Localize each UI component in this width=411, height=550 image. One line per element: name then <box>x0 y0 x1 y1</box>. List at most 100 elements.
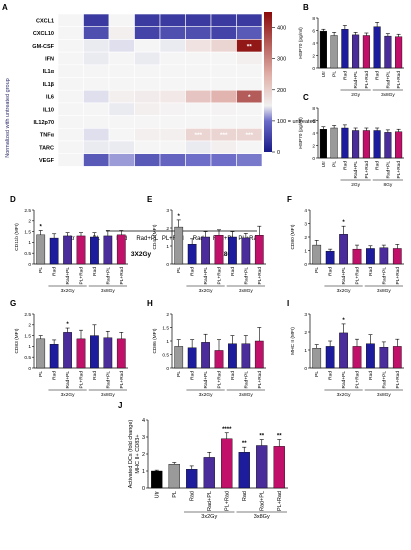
bar-panel-b: 0 2 4 6 8 HSP70 (pg/ml) Utr PL Rad Rad+PL PL+Rad Ra… <box>298 16 404 98</box>
x-tick-label: Rad <box>375 161 381 170</box>
heatmap-cell <box>210 13 237 27</box>
bar <box>379 347 389 369</box>
bar <box>384 132 392 159</box>
heatmap-row-label: TARC <box>39 145 54 151</box>
heatmap-cell <box>83 115 110 129</box>
x-tick-label: PL+Rad <box>396 161 402 179</box>
group-label: 3x2Gy <box>61 392 75 398</box>
y-axis-label: Activated DCs (fold change) <box>128 420 134 489</box>
y-tick-label: 0 <box>304 366 307 372</box>
heatmap-cell <box>83 64 110 78</box>
heatmap-cell <box>236 153 263 167</box>
y-tick-label: 1 <box>28 344 31 350</box>
x-tick-label: Rad <box>342 71 348 80</box>
heatmap-x-label: Rad+PL <box>213 236 236 242</box>
y-axis-label: CD83 (MFI) <box>14 328 20 353</box>
bar <box>241 237 251 265</box>
bar <box>256 445 268 489</box>
significance-star: * <box>342 318 345 324</box>
x-tick-label: PL <box>38 371 44 377</box>
heatmap-cell <box>159 115 186 129</box>
bar <box>392 248 402 265</box>
x-tick-label: PL+Rad <box>119 267 125 285</box>
x-tick-label: PL <box>332 161 338 167</box>
y-tick-label: 1 <box>28 240 31 246</box>
bar-panel-e: 0 1 2 3 CD40 (MFI) PL Rad Rad+PL PL+Rad Rad Rad+PL… <box>152 208 266 294</box>
x-tick-label: Rad+PL <box>259 491 265 511</box>
bar <box>373 130 381 159</box>
x-tick-label: Rad <box>242 491 248 501</box>
bar <box>238 452 250 489</box>
heatmap-cell <box>83 102 110 116</box>
heatmap-cell <box>134 102 161 116</box>
bar-panel-j: 0 1 2 3 4 Activated DCs (fold change) MHC II+ … <box>128 418 288 520</box>
x-tick-label: PL <box>332 71 338 77</box>
heatmap-row-label: IL12p70 <box>34 120 54 126</box>
group-label: 3x8Gy <box>377 392 391 398</box>
panel-letter-i: I <box>287 299 289 308</box>
group-label: 3x2Gy <box>61 288 75 294</box>
heatmap-cell <box>134 64 161 78</box>
panel-letter-f: F <box>287 195 292 204</box>
bar <box>203 457 215 489</box>
panel-letter-a: A <box>2 3 8 12</box>
heatmap-cell <box>83 77 110 91</box>
y-tick-label: 1 <box>166 244 169 250</box>
y-axis-label: CD40 (MFI) <box>152 224 158 249</box>
y-tick-label: 0.5 <box>162 352 169 358</box>
bar <box>187 347 197 369</box>
panel-letter-b: B <box>303 3 309 12</box>
heatmap-x-label: Rad+PL <box>136 236 159 242</box>
heatmap-row-label: CXCL10 <box>33 31 54 37</box>
heatmap-cell <box>159 77 186 91</box>
y-axis-label: CD80 (MFI) <box>290 224 296 249</box>
heatmap-cell <box>236 115 263 129</box>
x-tick-label: Rad+PL <box>105 267 111 285</box>
x-tick-label: Utr <box>321 161 327 168</box>
group-label: 3x2Gy <box>337 288 351 294</box>
heatmap-cell <box>159 128 186 142</box>
bar <box>103 235 113 265</box>
bar <box>201 342 210 369</box>
y-axis-label: HSP70 (pg/ml) <box>298 27 304 59</box>
heatmap-cell <box>210 153 237 167</box>
bar <box>366 248 375 265</box>
x-tick-label: Rad <box>52 371 58 380</box>
colorbar-ticks: 400 300 200 100 = untreated 0 <box>272 26 316 156</box>
heatmap-cell <box>57 89 84 104</box>
x-tick-label: PL+Rad <box>217 267 223 285</box>
heatmap-cell <box>185 153 212 167</box>
heatmap-cell <box>185 26 212 40</box>
x-tick-label: Rad+PL <box>203 267 209 285</box>
bar <box>76 338 86 369</box>
x-tick-label: PL <box>172 491 178 498</box>
heatmap-cell <box>159 51 186 66</box>
heatmap-cell <box>134 115 161 129</box>
x-tick-label: Rad+PL <box>65 371 71 389</box>
bar <box>168 464 180 489</box>
y-tick-label: 0 <box>312 156 315 162</box>
heatmap-cell <box>57 115 84 129</box>
heatmap-cell <box>83 153 110 167</box>
heatmap-cell <box>185 102 212 116</box>
bar <box>90 335 99 369</box>
x-tick-label: Rad <box>368 267 374 276</box>
y-axis-label-2: MHC II+ CD83+ <box>135 434 141 473</box>
heatmap-cell <box>236 77 263 91</box>
y-tick-label: 1.5 <box>162 325 169 331</box>
y-tick-label: 2 <box>28 323 31 329</box>
x-tick-label: PL <box>314 371 320 377</box>
bar <box>273 446 285 489</box>
y-tick-label: 3 <box>142 435 145 441</box>
heatmap-cell <box>210 115 237 129</box>
bar <box>103 337 113 369</box>
y-tick-label: 2 <box>166 226 169 232</box>
x-tick-label: Rad+PL <box>243 371 249 389</box>
y-tick-label: 6 <box>312 28 315 34</box>
heatmap-row-label: TNFα <box>40 133 55 139</box>
heatmap-cell <box>210 51 237 66</box>
y-tick-label: 0.5 <box>24 355 31 361</box>
y-tick-label: 2 <box>312 53 315 59</box>
heatmap-cell <box>185 13 212 27</box>
